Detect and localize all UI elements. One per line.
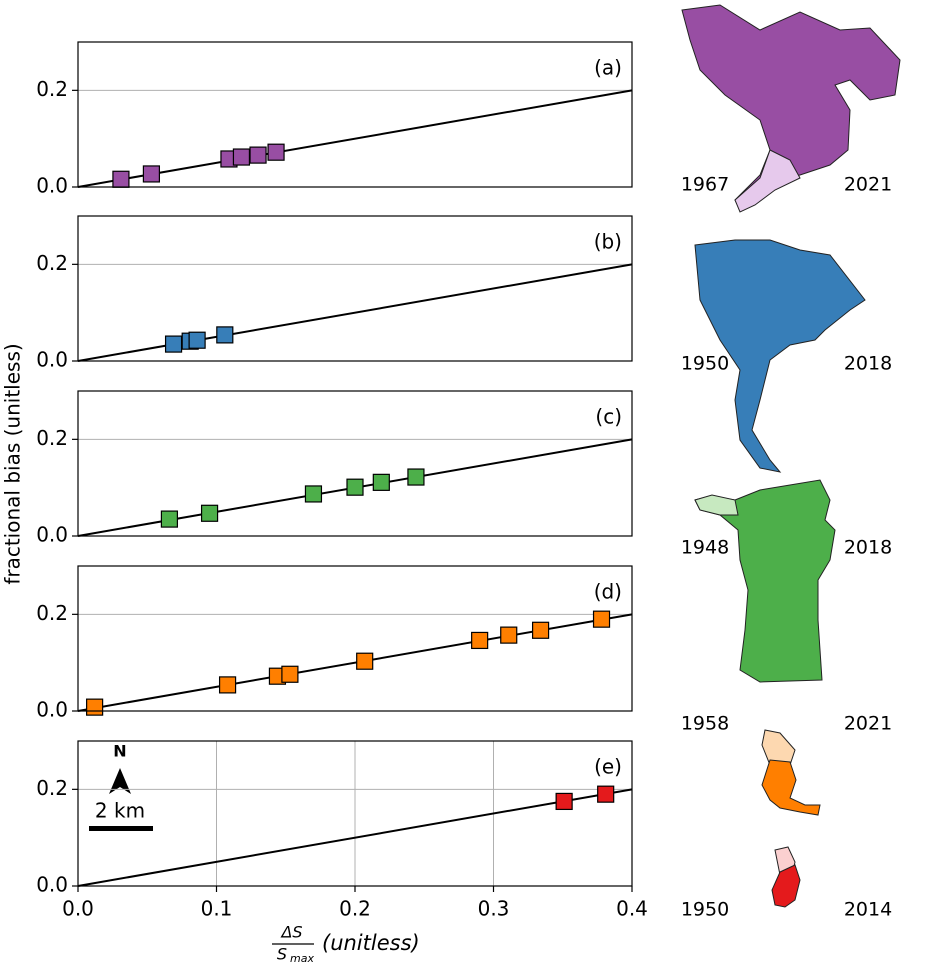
y-tick-label: 0.0 (36, 174, 68, 198)
x-tick-label: 0.2 (339, 897, 371, 921)
data-point (407, 468, 425, 486)
x-tick-label: 0.3 (478, 897, 510, 921)
x-tick-label: 0.4 (616, 897, 648, 921)
data-point (249, 146, 267, 164)
glacier-d-retreat (761, 729, 796, 766)
map-end-year: 2018 (844, 537, 892, 559)
fit-line (77, 89, 633, 188)
scale-label: 2 km (95, 799, 145, 823)
glacier-d (761, 759, 821, 816)
panel: 0.0 0.2 (b) (36, 215, 633, 372)
panel: 0.0 0.2 (a) (36, 41, 633, 198)
map-start-year: 1958 (681, 713, 729, 735)
data-point (346, 478, 364, 496)
y-tick-label: 0.0 (36, 873, 68, 897)
map-start-year: 1967 (681, 174, 729, 196)
glacier-b (694, 239, 866, 473)
panel: 0.0 0.2 0.0 0.1 0.2 0.3 0.4 (e) (36, 740, 648, 921)
panel-label: (e) (594, 755, 622, 779)
data-point (592, 610, 611, 628)
y-tick-label: 0.2 (36, 77, 68, 101)
plot-frame (77, 215, 633, 362)
data-point (200, 504, 219, 522)
glacier-e (771, 864, 801, 908)
y-tick-label: 0.2 (36, 251, 68, 275)
data-point (160, 510, 179, 528)
glacier-maps (681, 4, 901, 908)
x-axis-label: ΔS S max (unitless) (272, 923, 420, 965)
panel-label: (c) (595, 405, 622, 429)
x-tick-label: 0.0 (62, 897, 94, 921)
map-end-year: 2014 (844, 899, 892, 921)
y-axis-label: fractional bias (unitless) (1, 343, 25, 584)
x-label-numerator: ΔS (279, 923, 302, 942)
x-label-subscript: max (290, 952, 314, 965)
glacier-a (681, 4, 901, 211)
panel: 0.0 0.2 (c) (36, 390, 633, 547)
map-start-year: 1950 (681, 899, 729, 921)
y-tick-label: 0.0 (36, 523, 68, 547)
glacier-a-retreat (734, 149, 801, 213)
map-end-year: 2021 (844, 713, 892, 735)
data-point (164, 335, 183, 353)
data-point (597, 785, 615, 803)
data-point (304, 485, 323, 503)
x-label-unit: (unitless) (322, 931, 420, 955)
y-tick-label: 0.2 (36, 776, 68, 800)
map-end-year: 2021 (844, 174, 892, 196)
data-point (555, 792, 573, 811)
plot-frame (77, 565, 633, 712)
data-point (281, 665, 299, 683)
data-point (86, 698, 104, 716)
north-label: N (113, 742, 126, 761)
data-point (267, 143, 285, 161)
data-point (232, 148, 251, 166)
north-arrow (109, 768, 131, 794)
data-point (372, 473, 390, 491)
panel-label: (d) (594, 580, 622, 604)
data-point (216, 326, 234, 344)
plot-frame (77, 390, 633, 537)
plot-frame (77, 740, 633, 887)
y-tick-label: 0.2 (36, 601, 68, 625)
y-tick-label: 0.0 (36, 698, 68, 722)
map-end-year: 2018 (844, 353, 892, 375)
panel-label: (a) (594, 56, 622, 80)
data-point (188, 331, 206, 349)
glacier-c-retreat (694, 494, 739, 516)
fit-line (77, 788, 633, 887)
y-tick-label: 0.2 (36, 426, 68, 450)
panel-label: (b) (594, 230, 622, 254)
panel: 0.0 0.2 (d) (36, 565, 633, 722)
data-point (531, 621, 550, 639)
x-tick-label: 0.1 (201, 897, 233, 921)
plot-frame (77, 41, 633, 188)
data-point (471, 631, 489, 650)
scale-bar (89, 826, 153, 831)
data-point (500, 626, 518, 644)
y-tick-label: 0.0 (36, 348, 68, 372)
data-point (356, 652, 374, 670)
data-point (142, 165, 161, 183)
x-label-denominator: S (277, 945, 287, 964)
data-point (112, 170, 130, 188)
map-start-year: 1950 (681, 353, 729, 375)
fit-line (77, 263, 633, 362)
data-point (218, 676, 237, 694)
map-start-year: 1948 (681, 537, 729, 559)
